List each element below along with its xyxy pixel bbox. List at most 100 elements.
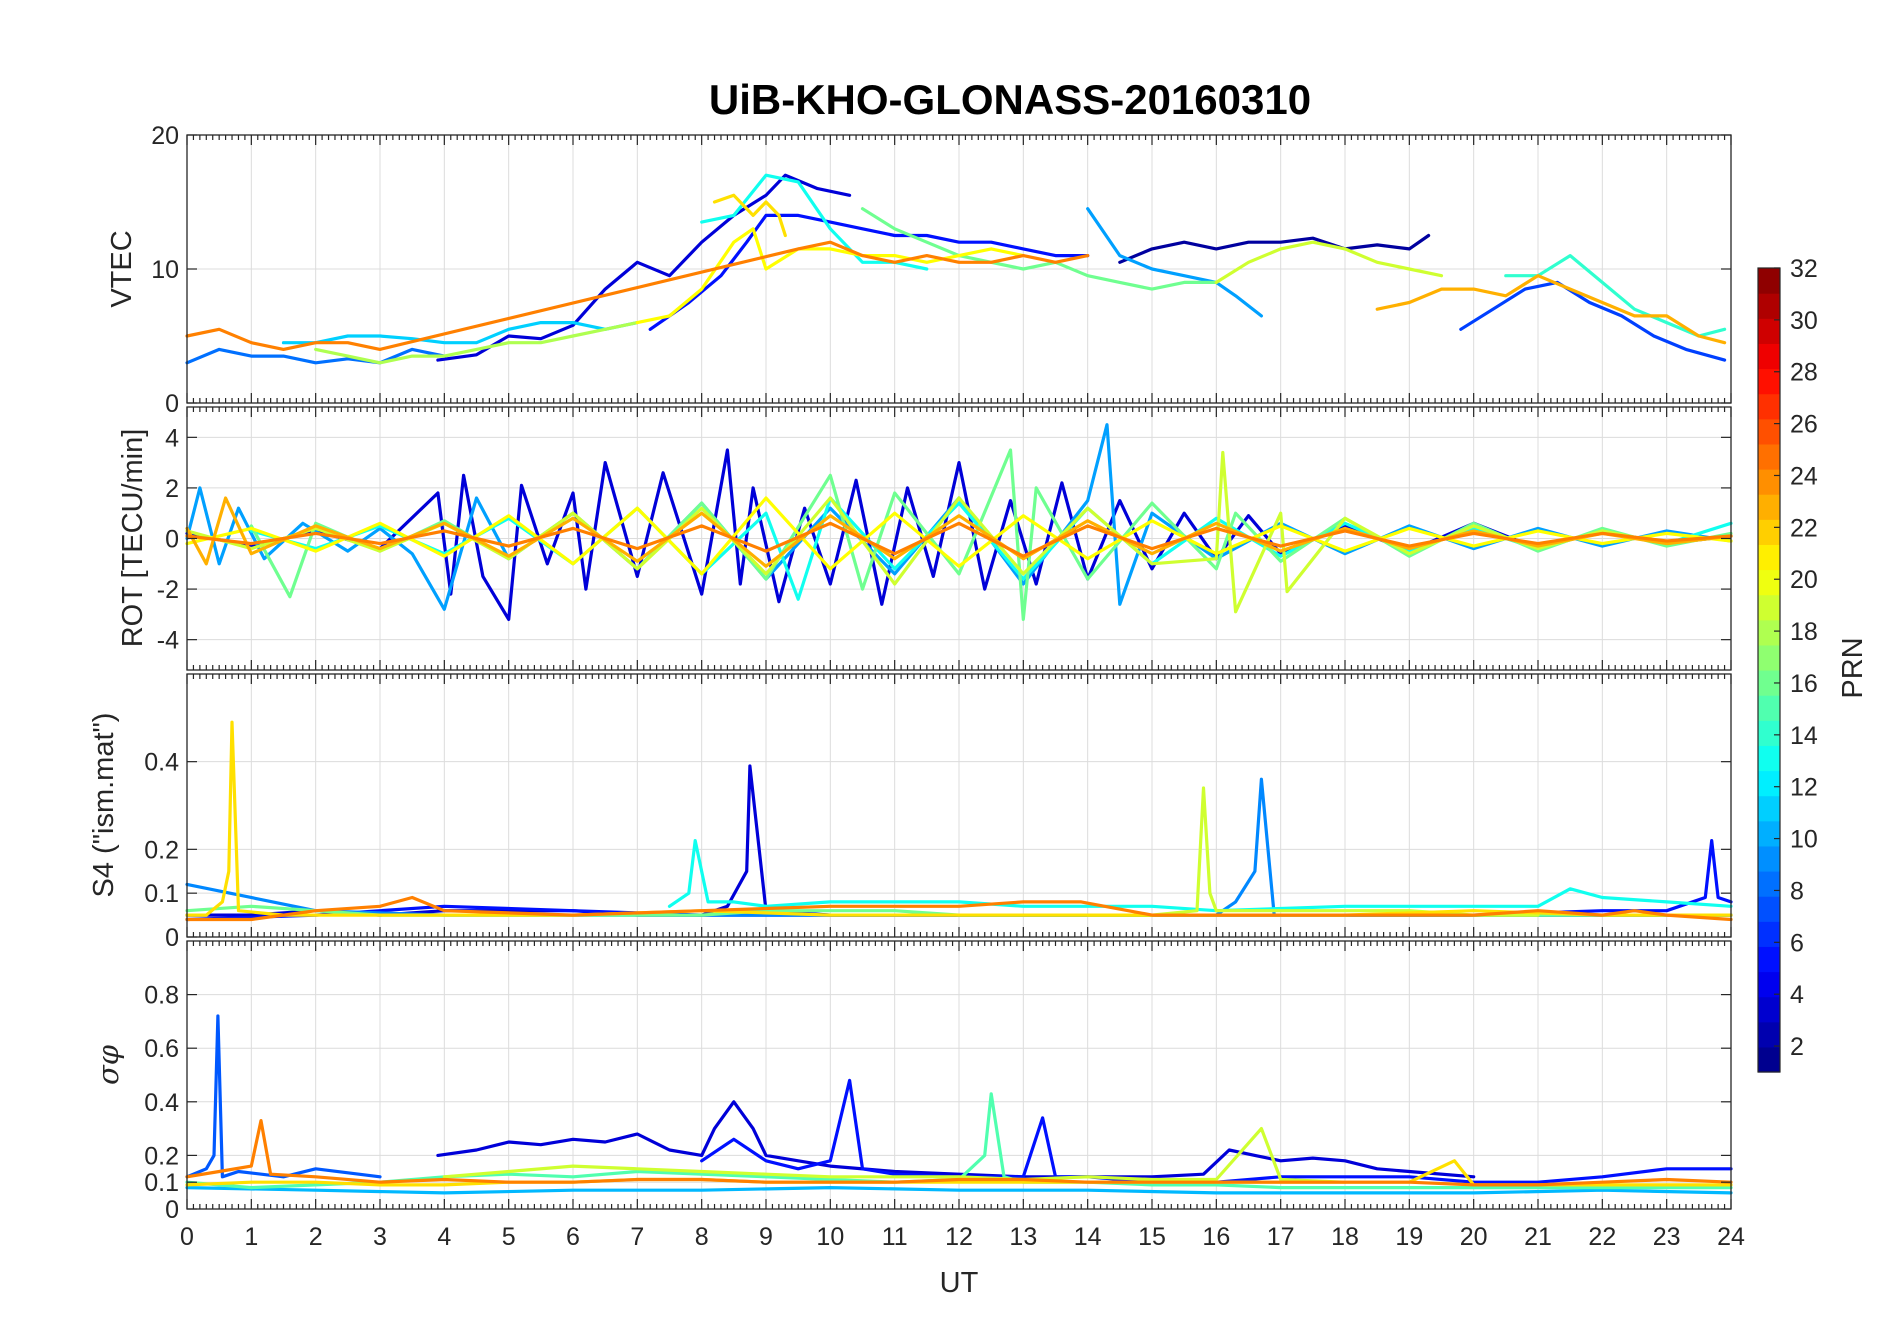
colorbar-segment (1758, 519, 1780, 545)
colorbar-tick-label: 14 (1790, 722, 1818, 750)
x-tick-label: 7 (630, 1223, 644, 1251)
colorbar-segment (1758, 795, 1780, 822)
s4-ytick-label: 0 (165, 924, 179, 952)
colorbar-segment (1758, 293, 1780, 319)
colorbar-segment (1758, 1046, 1780, 1073)
colorbar-tick-label: 12 (1790, 774, 1818, 802)
vtec-series-prn-6 (1459, 280, 1727, 362)
rot-ytick-label: 4 (165, 424, 179, 452)
colorbar-segment (1758, 921, 1780, 947)
x-tick-label: 4 (437, 1223, 451, 1251)
colorbar-label: PRN (1837, 637, 1869, 698)
sigphi-ytick-label: 0.4 (144, 1089, 179, 1117)
x-tick-label: 10 (816, 1223, 844, 1251)
colorbar-tick-label: 20 (1790, 566, 1818, 594)
colorbar-segment (1758, 720, 1780, 746)
colorbar-segment (1758, 368, 1780, 395)
panel-sigphi: 00.10.2 0.4 0.6 0.8 σφ (91, 940, 1733, 1224)
panel-rot: -4 -2 0 2 4 ROT [TECU/min] (117, 406, 1733, 671)
colorbar-tick-label: 26 (1790, 411, 1818, 439)
colorbar-segment (1758, 695, 1780, 721)
s4-series-prn-13 (667, 838, 1733, 913)
colorbar-tick-label: 2 (1790, 1033, 1804, 1061)
sigphi-ytick-label: 0.6 (144, 1035, 179, 1063)
colorbar-segment (1758, 619, 1780, 646)
sigphi-ytick-label: 0.1 (144, 1169, 179, 1197)
s4-ylabel: S4 ("ism.mat") (88, 713, 120, 898)
chart-title: UiB-KHO-GLONASS-20160310 (709, 76, 1311, 123)
colorbar-segment (1758, 343, 1780, 370)
colorbar-tick-label: 16 (1790, 670, 1818, 698)
vtec-series-prn-18 (314, 321, 639, 365)
x-tick-label: 22 (1588, 1223, 1616, 1251)
colorbar-segment (1758, 871, 1780, 897)
colorbar-segment (1758, 393, 1780, 420)
colorbar-tick-label: 30 (1790, 307, 1818, 335)
colorbar-frame (1757, 267, 1781, 1073)
sigphi-series-prn-21 (185, 1159, 1733, 1187)
vtec-series-prn-8 (185, 347, 446, 365)
rot-ytick-label: 2 (165, 475, 179, 503)
vtec-series-prn-24 (185, 240, 1090, 351)
s4-series-prn-24 (185, 895, 1733, 922)
x-tick-label: 9 (759, 1223, 773, 1251)
colorbar-segment (1758, 418, 1780, 445)
rot-ytick-label: 0 (165, 526, 179, 554)
x-tick-label: 16 (1202, 1223, 1230, 1251)
panel-s4: 0 0.1 0.2 0.4 S4 ("ism.mat") (88, 673, 1733, 952)
colorbar-segment (1758, 946, 1780, 973)
x-axis-ticks: 0 1 2 3 4 5 6 7 8 9 10 11 12 13 14 15 16 17 18 19 20 21 22 23 24 (180, 1223, 1745, 1251)
colorbar-segment (1758, 996, 1780, 1023)
sigphi-ytick-label: 0.8 (144, 982, 179, 1010)
colorbar-segment (1758, 544, 1780, 571)
colorbar-segment (1758, 971, 1780, 998)
x-tick-label: 0 (180, 1223, 194, 1251)
vtec-ylabel: VTEC (106, 230, 138, 307)
x-tick-label: 14 (1074, 1223, 1102, 1251)
x-tick-label: 17 (1267, 1223, 1295, 1251)
colorbar-segment (1758, 318, 1780, 344)
vtec-series-prn-12 (281, 321, 639, 345)
colorbar-segment (1758, 494, 1780, 520)
vtec-ytick-label: 0 (165, 390, 179, 418)
x-tick-label: 11 (882, 1223, 908, 1251)
panel-vtec: 0 10 20 VTEC (106, 122, 1732, 418)
x-tick-label: 8 (695, 1223, 709, 1251)
colorbar-segment (1758, 845, 1780, 872)
vtec-series-prn-20 (635, 227, 1025, 325)
rot-ylabel: ROT [TECU/min] (117, 429, 149, 648)
colorbar-segment (1758, 469, 1780, 495)
colorbar-tick-label: 10 (1790, 826, 1818, 854)
vtec-ytick-label: 20 (151, 122, 179, 150)
x-tick-label: 13 (1009, 1223, 1037, 1251)
x-tick-label: 24 (1717, 1223, 1745, 1251)
x-tick-label: 6 (566, 1223, 580, 1251)
vtec-ytick-label: 10 (151, 256, 179, 284)
vtec-series-prn-10 (1086, 207, 1264, 318)
colorbar-tick-label: 18 (1790, 618, 1818, 646)
vtec-series-prn-19 (1214, 240, 1444, 284)
rot-ytick-label: -2 (157, 576, 179, 604)
colorbar-segment (1758, 443, 1780, 470)
colorbar-tick-label: 28 (1790, 359, 1818, 387)
colorbar-segment (1758, 569, 1780, 596)
rot-series-prn-20 (185, 496, 1733, 576)
sigphi-ylabel: σφ (91, 1044, 125, 1085)
rot-series-prn-24 (185, 521, 1733, 558)
colorbar-tick-label: 6 (1790, 929, 1804, 957)
colorbar-tick-label: 32 (1790, 255, 1818, 283)
x-tick-label: 1 (244, 1223, 258, 1251)
colorbar-segment (1758, 820, 1780, 847)
sigphi-series-prn-11 (185, 1185, 1733, 1195)
colorbar-segment (1758, 770, 1780, 797)
x-tick-label: 5 (502, 1223, 516, 1251)
sigphi-series-prn-24 (185, 1118, 1733, 1187)
colorbar-tick-label: 24 (1790, 462, 1818, 490)
vtec-series-prn-16 (860, 207, 1218, 291)
rot-series-prn-3 (185, 448, 1733, 622)
x-tick-label: 18 (1331, 1223, 1359, 1251)
x-axis-label: UT (940, 1267, 979, 1299)
vtec-series-prn-21 (712, 193, 787, 238)
